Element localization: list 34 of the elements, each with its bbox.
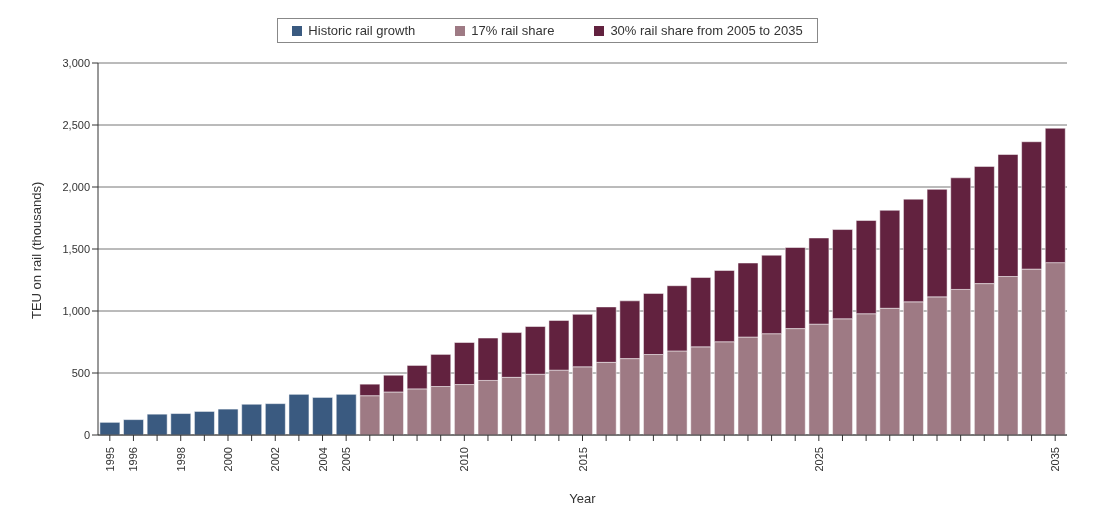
y-tick-label: 1,000: [62, 304, 90, 317]
bar: [312, 397, 333, 435]
legend-label: 30% rail share from 2005 to 2035: [609, 23, 803, 38]
x-tick-label: 1996: [127, 447, 140, 472]
y-tick-label: 3,000: [62, 56, 90, 69]
x-tick-label: 2005: [340, 447, 353, 472]
y-tick-label: 2,500: [62, 118, 90, 131]
y-axis-title: TEU on rail (thousands): [28, 181, 44, 319]
y-tick-label: 500: [71, 366, 90, 379]
y-tick-label: 1,500: [62, 242, 90, 255]
bar: [241, 404, 262, 435]
x-tick-label: 2015: [576, 447, 589, 472]
bar: [123, 419, 144, 435]
legend-label: Historic rail growth: [307, 23, 416, 38]
x-tick-label: 2025: [812, 447, 825, 472]
y-tick-label: 0: [83, 428, 90, 441]
x-tick-label: 1995: [103, 447, 116, 472]
x-axis-title: Year: [569, 491, 597, 506]
legend-label: 17% rail share: [470, 23, 555, 38]
bar: [335, 394, 357, 435]
x-tick-label: 2004: [316, 447, 329, 472]
x-tick-label: 1998: [174, 447, 187, 472]
bar: [99, 422, 121, 435]
bar: [217, 408, 239, 435]
bar: [288, 394, 310, 435]
bar: [265, 403, 286, 435]
bar: [170, 413, 192, 435]
y-tick-label: 2,000: [62, 180, 90, 193]
x-tick-label: 2010: [458, 447, 471, 472]
x-tick-label: 2035: [1049, 447, 1062, 472]
x-tick-label: 2002: [269, 447, 282, 472]
bar: [194, 411, 215, 435]
x-tick-label: 2000: [221, 447, 234, 472]
bar: [146, 413, 168, 435]
